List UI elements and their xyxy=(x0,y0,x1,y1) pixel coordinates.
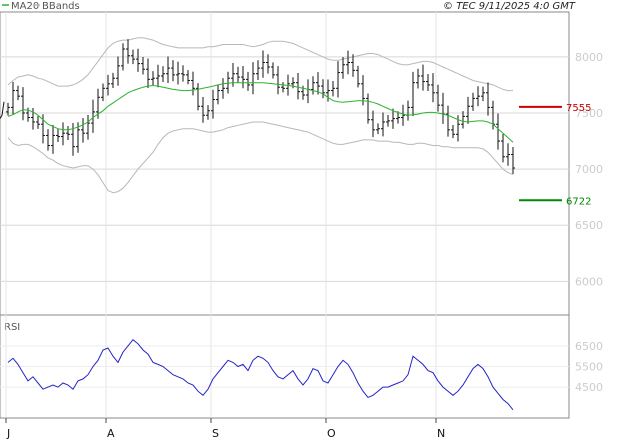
price-panel xyxy=(0,12,569,315)
x-tick-label: A xyxy=(107,427,115,440)
level-label: 7555 xyxy=(566,103,591,114)
rsi-y-tick-label: 6500 xyxy=(575,340,603,353)
price-y-tick-label: 8000 xyxy=(575,51,603,64)
price-y-tick-label: 6500 xyxy=(575,219,603,232)
legend-bbands-label: BBands xyxy=(42,1,80,12)
x-tick-label: J xyxy=(6,427,10,440)
price-y-tick-label: 7000 xyxy=(575,163,603,176)
legend: MA20 BBands xyxy=(2,1,80,12)
legend-ma20-label: MA20 xyxy=(11,1,39,12)
price-y-tick-label: 6000 xyxy=(575,275,603,288)
level-label: 6722 xyxy=(566,196,591,207)
rsi-y-tick-label: 4500 xyxy=(575,381,603,394)
copyright-text: © TEC 9/11/2025 4:0 GMT xyxy=(443,1,576,12)
x-tick-label: O xyxy=(327,427,336,440)
rsi-y-tick-label: 5500 xyxy=(575,361,603,374)
x-tick-label: N xyxy=(437,427,445,440)
x-tick-label: S xyxy=(212,427,219,440)
